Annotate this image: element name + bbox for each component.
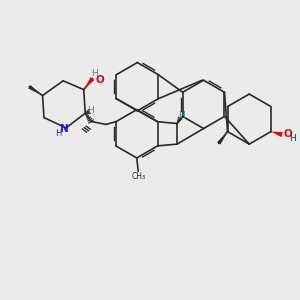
Polygon shape: [28, 85, 43, 95]
Text: O: O: [96, 75, 104, 85]
Text: N: N: [60, 124, 69, 134]
Text: CH₃: CH₃: [132, 172, 146, 181]
Text: H: H: [87, 106, 94, 115]
Text: O: O: [284, 129, 292, 139]
Text: H: H: [92, 69, 98, 78]
Text: H: H: [290, 134, 296, 142]
Text: H: H: [178, 111, 185, 120]
Polygon shape: [84, 77, 94, 90]
Text: H: H: [55, 129, 61, 138]
Polygon shape: [271, 132, 283, 137]
Polygon shape: [217, 132, 228, 145]
